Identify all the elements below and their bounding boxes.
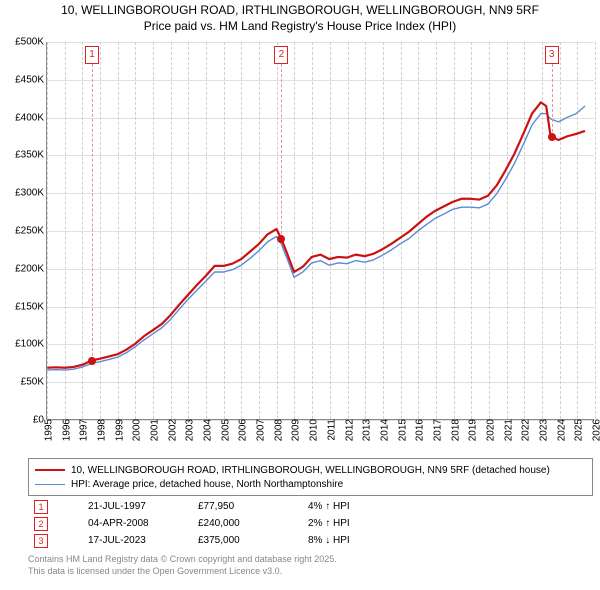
x-axis-tick-label: 1997 bbox=[75, 419, 90, 441]
x-axis-tick-label: 2025 bbox=[570, 419, 585, 441]
x-axis-tick-label: 2006 bbox=[234, 419, 249, 441]
x-axis-tick-label: 2013 bbox=[358, 419, 373, 441]
event-marker-guide bbox=[552, 64, 553, 137]
x-axis-tick-label: 2010 bbox=[305, 419, 320, 441]
footer-line-1: Contains HM Land Registry data © Crown c… bbox=[28, 554, 337, 566]
x-axis-tick-label: 2008 bbox=[269, 419, 284, 441]
chart-plot-area: £0£50K£100K£150K£200K£250K£300K£350K£400… bbox=[46, 42, 594, 420]
x-axis-tick-label: 2002 bbox=[163, 419, 178, 441]
x-axis-tick-label: 2007 bbox=[252, 419, 267, 441]
event-date: 21-JUL-1997 bbox=[48, 501, 198, 512]
line-series-svg bbox=[47, 42, 594, 419]
series-line-hpi bbox=[47, 106, 585, 370]
x-axis-tick-label: 1996 bbox=[57, 419, 72, 441]
x-axis-tick-label: 2024 bbox=[552, 419, 567, 441]
x-axis-tick-label: 2019 bbox=[464, 419, 479, 441]
events-table: 121-JUL-1997£77,9504% ↑ HPI204-APR-2008£… bbox=[28, 498, 593, 549]
x-axis-tick-label: 2015 bbox=[393, 419, 408, 441]
event-number-box: 3 bbox=[34, 534, 48, 548]
x-axis-tick-label: 2000 bbox=[128, 419, 143, 441]
footer-line-2: This data is licensed under the Open Gov… bbox=[28, 566, 337, 578]
x-axis-tick-label: 2022 bbox=[517, 419, 532, 441]
gridline-vertical bbox=[595, 42, 596, 419]
event-date: 17-JUL-2023 bbox=[48, 535, 198, 546]
legend-label: HPI: Average price, detached house, Nort… bbox=[71, 479, 343, 490]
event-delta: 8% ↓ HPI bbox=[308, 535, 428, 546]
x-axis-tick-label: 2005 bbox=[216, 419, 231, 441]
y-axis-tick-label: £150K bbox=[15, 301, 47, 312]
event-row: 121-JUL-1997£77,9504% ↑ HPI bbox=[28, 498, 593, 515]
y-axis-tick-label: £500K bbox=[15, 37, 47, 48]
footer-attribution: Contains HM Land Registry data © Crown c… bbox=[28, 554, 337, 577]
y-axis-tick-label: £200K bbox=[15, 263, 47, 274]
event-price: £375,000 bbox=[198, 535, 308, 546]
x-axis-tick-label: 2021 bbox=[499, 419, 514, 441]
x-axis-tick-label: 2009 bbox=[287, 419, 302, 441]
event-marker-3: 3 bbox=[545, 46, 559, 64]
x-axis-tick-label: 2018 bbox=[446, 419, 461, 441]
y-axis-tick-label: £100K bbox=[15, 339, 47, 350]
legend-swatch bbox=[35, 469, 65, 471]
event-row: 204-APR-2008£240,0002% ↑ HPI bbox=[28, 515, 593, 532]
event-data-point bbox=[277, 235, 285, 243]
x-axis-tick-label: 2011 bbox=[322, 419, 337, 441]
y-axis-tick-label: £250K bbox=[15, 226, 47, 237]
title-line-2: Price paid vs. HM Land Registry's House … bbox=[10, 19, 590, 35]
x-axis-tick-label: 2003 bbox=[181, 419, 196, 441]
event-delta: 2% ↑ HPI bbox=[308, 518, 428, 529]
x-axis-tick-label: 1995 bbox=[40, 419, 55, 441]
event-data-point bbox=[548, 133, 556, 141]
event-marker-2: 2 bbox=[274, 46, 288, 64]
event-number-box: 2 bbox=[34, 517, 48, 531]
event-price: £240,000 bbox=[198, 518, 308, 529]
event-marker-1: 1 bbox=[85, 46, 99, 64]
x-axis-tick-label: 2016 bbox=[411, 419, 426, 441]
event-date: 04-APR-2008 bbox=[48, 518, 198, 529]
x-axis-tick-label: 2004 bbox=[199, 419, 214, 441]
x-axis-tick-label: 2014 bbox=[375, 419, 390, 441]
y-axis-tick-label: £400K bbox=[15, 112, 47, 123]
legend-item: HPI: Average price, detached house, Nort… bbox=[35, 477, 586, 491]
event-delta: 4% ↑ HPI bbox=[308, 501, 428, 512]
x-axis-tick-label: 2017 bbox=[428, 419, 443, 441]
title-line-1: 10, WELLINGBOROUGH ROAD, IRTHLINGBOROUGH… bbox=[10, 3, 590, 19]
chart-title: 10, WELLINGBOROUGH ROAD, IRTHLINGBOROUGH… bbox=[0, 0, 600, 36]
legend-swatch bbox=[35, 484, 65, 485]
x-axis-tick-label: 2026 bbox=[588, 419, 600, 441]
legend-item: 10, WELLINGBOROUGH ROAD, IRTHLINGBOROUGH… bbox=[35, 463, 586, 477]
y-axis-tick-label: £450K bbox=[15, 74, 47, 85]
series-line-price_paid bbox=[47, 102, 585, 367]
chart-container: 10, WELLINGBOROUGH ROAD, IRTHLINGBOROUGH… bbox=[0, 0, 600, 590]
x-axis-tick-label: 2012 bbox=[340, 419, 355, 441]
legend: 10, WELLINGBOROUGH ROAD, IRTHLINGBOROUGH… bbox=[28, 458, 593, 496]
x-axis-tick-label: 2020 bbox=[481, 419, 496, 441]
x-axis-tick-label: 1998 bbox=[93, 419, 108, 441]
x-axis-tick-label: 1999 bbox=[110, 419, 125, 441]
y-axis-tick-label: £300K bbox=[15, 188, 47, 199]
event-data-point bbox=[88, 357, 96, 365]
event-number-box: 1 bbox=[34, 500, 48, 514]
y-axis-tick-label: £50K bbox=[21, 377, 47, 388]
legend-label: 10, WELLINGBOROUGH ROAD, IRTHLINGBOROUGH… bbox=[71, 465, 550, 476]
event-row: 317-JUL-2023£375,0008% ↓ HPI bbox=[28, 532, 593, 549]
y-axis-tick-label: £350K bbox=[15, 150, 47, 161]
event-price: £77,950 bbox=[198, 501, 308, 512]
event-marker-guide bbox=[92, 64, 93, 361]
x-axis-tick-label: 2001 bbox=[146, 419, 161, 441]
event-marker-guide bbox=[281, 64, 282, 239]
x-axis-tick-label: 2023 bbox=[534, 419, 549, 441]
